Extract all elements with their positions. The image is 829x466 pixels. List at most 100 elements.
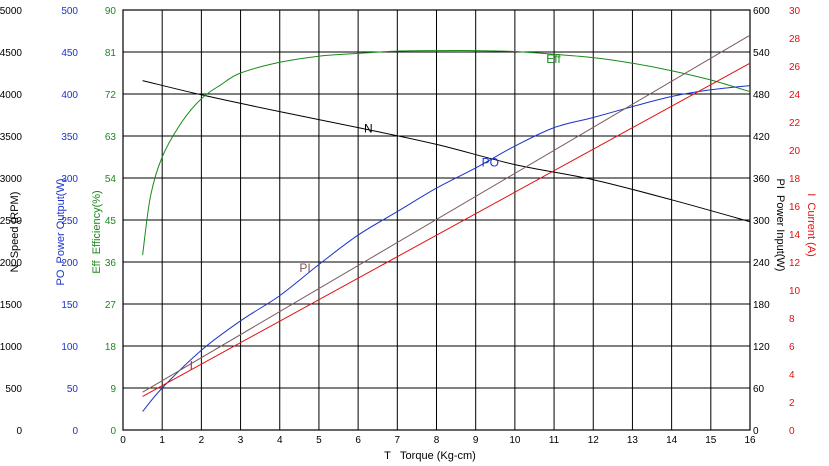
series-label-n: N [364,122,373,136]
series-line-eff [142,49,751,256]
y-tick-label-po: 200 [61,258,78,269]
y-axis-title-efficiency: Eff Efficiency(%) [91,190,103,273]
y-tick-label-i: 4 [789,370,795,381]
y-tick-label-eff: 0 [110,426,116,437]
y-axis-title-power-input-letter: PI [774,179,786,196]
y-tick-label-i: 16 [789,202,801,213]
chart-grid [122,9,751,431]
y-tick-label-pi: 60 [753,384,765,395]
series-label-i: I [190,359,193,373]
y-tick-label-n: 4000 [0,90,22,101]
series-line-n [142,80,751,223]
y-tick-label-n: 2500 [0,216,22,227]
y-tick-label-i: 18 [789,174,801,185]
chart-axis-titles: N Speed (RPM) PO Power Output(W) Eff Effic… [9,179,817,462]
y-tick-label-po: 150 [61,300,78,311]
y-tick-label-pi: 480 [753,90,770,101]
x-tick-label: 11 [549,435,560,446]
y-tick-label-i: 0 [789,426,795,437]
y-tick-label-i: 12 [789,258,801,269]
y-tick-label-po: 250 [61,216,78,227]
y-tick-label-n: 3500 [0,132,22,143]
y-tick-label-i: 8 [789,314,795,325]
y-axis-title-power-input-text: Power Input(W) [774,195,786,271]
x-tick-label: 4 [277,435,283,446]
series-label-pi: PI [299,261,310,275]
y-tick-label-pi: 120 [753,342,770,353]
y-tick-label-n: 2000 [0,258,22,269]
y-tick-label-eff: 81 [105,48,117,59]
y-axis-title-speed-letter: N [9,258,21,272]
x-tick-label: 13 [627,435,639,446]
y-tick-label-po: 500 [61,6,78,17]
x-tick-label: 2 [199,435,205,446]
x-tick-label: 9 [473,435,479,446]
x-tick-label: 1 [159,435,165,446]
x-tick-label: 14 [666,435,678,446]
chart-series [142,34,751,412]
y-axis-title-power-output-letter: PO [55,263,67,285]
x-tick-label: 5 [316,435,322,446]
y-tick-label-eff: 90 [105,6,117,17]
y-tick-label-i: 14 [789,230,801,241]
y-axis-title-efficiency-letter: Eff [91,254,103,273]
y-axis-title-current-text: Current (A) [805,202,817,256]
series-label-eff: Eff [546,52,561,66]
y-tick-label-pi: 360 [753,174,770,185]
x-tick-label: 8 [434,435,440,446]
series-line-pi [142,34,751,393]
y-tick-label-i: 2 [789,398,795,409]
y-tick-label-i: 26 [789,62,801,73]
y-tick-label-po: 400 [61,90,78,101]
x-tick-label: 0 [120,435,126,446]
y-tick-label-i: 20 [789,146,801,157]
y-tick-label-i: 22 [789,118,801,129]
y-tick-label-pi: 0 [753,426,759,437]
y-tick-label-i: 28 [789,34,801,45]
y-tick-label-n: 3000 [0,174,22,185]
x-axis-title: T Torque (Kg-cm) [384,450,476,462]
x-axis-title-letter: T [384,450,400,462]
plot-frame [122,9,751,431]
y-tick-label-n: 500 [5,384,22,395]
y-tick-label-pi: 420 [753,132,770,143]
y-tick-label-n: 5000 [0,6,22,17]
x-axis-title-text: Torque (Kg-cm) [400,450,476,462]
y-tick-label-po: 100 [61,342,78,353]
y-axis-title-speed-text: Speed (RPM) [9,192,21,259]
y-tick-label-pi: 180 [753,300,770,311]
x-tick-label: 6 [355,435,361,446]
y-tick-label-pi: 240 [753,258,770,269]
y-tick-label-pi: 300 [753,216,770,227]
y-axis-title-current-letter: I [805,193,817,202]
y-tick-label-i: 10 [789,286,801,297]
y-tick-label-eff: 63 [105,132,117,143]
y-tick-label-eff: 72 [105,90,117,101]
y-tick-label-n: 1500 [0,300,22,311]
y-axis-title-power-output-text: Power Output(W) [55,179,67,264]
y-tick-label-i: 6 [789,342,795,353]
y-tick-label-n: 1000 [0,342,22,353]
y-tick-label-po: 0 [72,426,78,437]
y-tick-label-po: 450 [61,48,78,59]
x-tick-label: 15 [705,435,717,446]
x-tick-label: 3 [238,435,244,446]
y-tick-label-n: 4500 [0,48,22,59]
y-axis-title-power-input: PI Power Input(W) [774,179,786,272]
chart-ticks: 0 1 2 3 4 5 6 7 8 9 10 11 12 13 14 15 160500100015002000… [0,6,801,446]
y-tick-label-pi: 600 [753,6,770,17]
series-label-po: PO [482,156,499,170]
x-tick-label: 12 [588,435,600,446]
y-tick-label-n: 0 [16,426,22,437]
y-tick-label-po: 300 [61,174,78,185]
y-tick-label-i: 30 [789,6,801,17]
y-tick-label-i: 24 [789,90,801,101]
y-tick-label-eff: 18 [105,342,117,353]
y-tick-label-po: 350 [61,132,78,143]
y-tick-label-eff: 36 [105,258,117,269]
y-tick-label-eff: 27 [105,300,117,311]
chart-series-labels: N PO Eff PI I [190,52,562,373]
x-tick-label: 16 [744,435,756,446]
y-axis-title-power-output: PO Power Output(W) [55,179,67,286]
